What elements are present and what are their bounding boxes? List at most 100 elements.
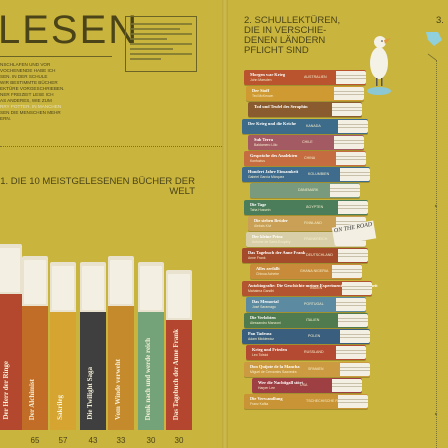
intro-line: AS ANDERES, WIE ZUM: [0, 98, 52, 103]
school-book-title: Die Verwandlung: [250, 396, 283, 401]
school-book-title: Die Verlobten: [250, 315, 276, 320]
intro-line: SEN DIE MENSCHEN MEHR: [0, 110, 61, 115]
top-book: Das Tagebuch der Anne Frank 30: [166, 270, 192, 445]
school-book-country: ITALIEN: [306, 318, 320, 322]
book-pages: [168, 274, 190, 318]
school-book-author: Franz Kafka: [250, 402, 269, 406]
school-book-country: GHANA NIGERIA: [300, 269, 329, 274]
book-pages: [24, 260, 46, 304]
school-book-pages: [340, 330, 370, 344]
bird-illustration: [367, 36, 391, 95]
book-spine: Sakrileg: [50, 312, 76, 430]
school-book-title: Krieg und Frieden: [252, 347, 287, 353]
book-spine: Das Tagebuch der Anne Frank: [166, 320, 192, 430]
school-book-title: Wer die Nachtigall stört: [258, 379, 303, 385]
book-count: 30: [146, 436, 156, 445]
school-book: Wer die Nachtigall stört Harper Lee USA: [252, 377, 362, 393]
intro-line: NER FREIZEIT LESE ICH: [0, 92, 54, 97]
right-page-dotted-line: [436, 60, 438, 448]
school-book-country: PORTUGAL: [304, 301, 324, 306]
school-book: Die Verwandlung Franz Kafka TSCHECHISCHE R…: [244, 394, 368, 409]
school-book-title: Gespräche des Analekten: [250, 153, 298, 158]
school-book-country: FRANKREICH: [304, 237, 328, 241]
school-book-title: Das Tagebuch der Anne Frank: [248, 250, 306, 256]
school-book-pages: [338, 119, 368, 133]
school-book-country: AUSTRALIEN: [304, 75, 327, 79]
book-title: Sakrileg: [56, 395, 64, 420]
school-book-pages: [332, 265, 362, 279]
school-book-country: USA: [300, 382, 308, 387]
school-book-title: Pan Tadeusz: [248, 331, 272, 337]
school-book: Pan Tadeusz Adam Mickiewicz POLEN: [242, 329, 370, 345]
book-title: Der Alchimist: [28, 378, 36, 420]
school-book-author: Aleksis Kivi: [254, 223, 272, 228]
school-book: Hundert Jahre Einsamkeit Gabriel García M…: [242, 167, 370, 183]
school-book-author: Mahatma Gandhi: [248, 288, 275, 293]
school-book-author: Alessandro Manzoni: [250, 321, 281, 325]
dotted-divider: [0, 146, 222, 148]
school-book-author: Konfuzius: [250, 159, 265, 163]
school-book-pages: [330, 184, 360, 198]
school-book-country: KOLUMBIEN: [308, 172, 330, 177]
school-book-title: Das Memorial: [252, 298, 279, 304]
school-book-country: CHINA: [304, 156, 316, 160]
school-book: Morgen war Krieg John Marsden AUSTRALIEN: [244, 70, 366, 85]
school-book-pages: [338, 200, 368, 214]
top-book: Denk nach und werde reich 30: [138, 262, 164, 445]
intro-line: RRY POTTER. IN MANCHEN: [0, 104, 62, 109]
info-box: [125, 16, 197, 72]
school-book: Gespräche des Analekten Konfuzius CHINA: [244, 151, 366, 166]
school-book: Autobiografie: Die Geschichte meiner Exp…: [242, 280, 378, 296]
school-book-title: Der Stoff: [252, 88, 270, 94]
school-book-author: José Saramago: [252, 304, 276, 309]
intro-line: VOCHENENDE HABE ICH: [0, 68, 56, 73]
book-title: Die Twilight Saga: [86, 367, 94, 420]
school-book-country: CHILE: [302, 139, 313, 144]
right-page-edge-decoration: [426, 32, 442, 416]
school-book-title: Sub Terra: [254, 136, 273, 142]
book-pages: [140, 266, 162, 310]
school-book-title: Der Krieg und die Kriche: [248, 120, 296, 126]
intro-text: NSCHLAFEN UND VOR VOCHENENDE HABE ICH SEN.…: [0, 62, 102, 122]
book-count: 65: [30, 436, 40, 445]
school-book-country: KANADA: [306, 123, 321, 128]
school-book-title: Alles zerfällt: [256, 266, 280, 272]
school-book-author: Miguel de Cervantes Saavedra: [250, 369, 297, 374]
school-book-pages: [336, 297, 366, 311]
school-book-country: INDIEN: [310, 285, 323, 290]
school-book-country: DÄNEMARK: [298, 188, 319, 193]
school-book: Tod und Teufel des Seraphin: [248, 102, 362, 118]
school-book-author: Adam Mickiewicz: [248, 337, 274, 342]
book-pages: [110, 260, 132, 304]
book-title: Der Herr der Ringe: [2, 361, 10, 420]
school-book-author: Chinua Achebe: [256, 272, 279, 277]
school-book-title: Die sieben Brüder: [254, 217, 288, 223]
top-book: Vom Winde verweht 33: [108, 256, 134, 445]
book-title: Denk nach und werde reich: [144, 337, 152, 420]
school-book: Alles zerfällt Chinua Achebe GHANA NIGERIA: [250, 264, 362, 280]
book-spine: Der Herr der Ringe: [0, 294, 22, 430]
school-book-pages: [332, 378, 362, 392]
school-book-title: Morgen war Krieg: [250, 72, 286, 77]
school-book-pages: [336, 152, 366, 165]
school-book-author: John Marsden: [250, 78, 272, 82]
section-2-heading: 2. SCHULLEKTÜREN, DIE IN VERSCHIE- DENEN…: [244, 15, 341, 56]
school-book-title: Die Tage: [250, 201, 267, 207]
school-book-pages: [332, 103, 362, 117]
section-3-heading: 3.: [436, 15, 444, 26]
school-book-author: Leo Tolstoi: [252, 353, 269, 358]
school-book: Sub Terra Baldomero Lillo CHILE: [248, 134, 364, 150]
school-book-author: Gabriel García Márquez: [248, 175, 285, 180]
book-pages: [82, 266, 104, 310]
book-spine: Denk nach und werde reich: [138, 312, 164, 430]
school-book-pages: [336, 71, 366, 84]
school-book-pages: [336, 346, 366, 360]
top-book: Die Twilight Saga 43: [80, 262, 106, 445]
school-book-pages: [338, 249, 368, 263]
intro-line: NSCHLAFEN UND VOR: [0, 62, 51, 67]
school-book-title: Tod und Teufel des Seraphin: [254, 104, 308, 110]
intro-line: ERN.: [0, 116, 11, 121]
school-book-pages: [334, 87, 364, 101]
section-1-heading: 1. DIE 10 MEISTGELESENEN BÜCHER DER WELT: [0, 176, 195, 197]
